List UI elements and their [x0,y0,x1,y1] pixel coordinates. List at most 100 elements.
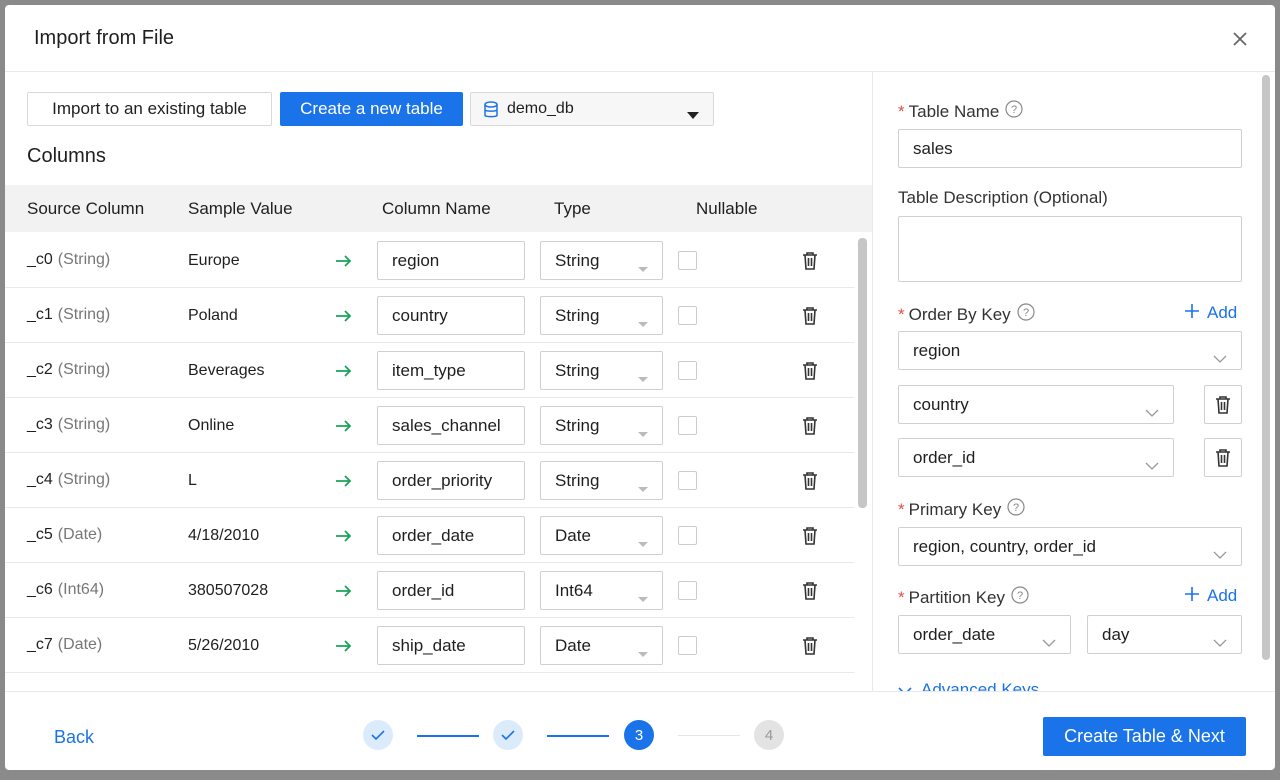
type-caret-svg [638,597,648,602]
nullable-checkbox[interactable] [678,306,697,325]
svg-text:?: ? [1017,590,1023,602]
delete-button[interactable] [801,526,819,551]
delete-button-svg [803,362,817,380]
type-select[interactable]: Date [540,626,663,665]
advanced-chevron [898,680,912,691]
column-name-input[interactable]: region [377,241,525,280]
existing-table-button[interactable]: Import to an existing table [27,92,272,126]
help-icon: ? [1007,498,1025,521]
column-name-input[interactable]: sales_channel [377,406,525,445]
type-caret-svg [638,487,648,492]
source-column: _c5 (Date) [27,526,102,544]
help-icon: ? [1011,586,1029,609]
nullable-checkbox[interactable] [678,251,697,270]
sample-value: Poland [188,307,238,324]
column-name-input[interactable]: order_id [377,571,525,610]
nullable-checkbox[interactable] [678,526,697,545]
mapping-arrow-svg [336,365,352,377]
nullable-checkbox[interactable] [678,361,697,380]
help-icon-svg: ? [1011,586,1029,604]
partition-key-select[interactable]: order_date [898,615,1071,654]
back-button[interactable]: Back [54,727,95,747]
mapping-arrow [336,364,352,382]
select-chevron [1213,544,1227,564]
delete-button[interactable] [801,361,819,386]
column-name-input[interactable]: country [377,296,525,335]
add-button[interactable]: Add [1185,303,1237,323]
order-key-select[interactable]: region [898,331,1242,370]
type-value: String [555,470,600,490]
type-caret [638,533,648,553]
column-name-input[interactable]: ship_date [377,626,525,665]
column-name-input[interactable]: order_date [377,516,525,555]
select-chevron-svg [1213,639,1227,647]
type-value: String [555,360,600,380]
new-table-button[interactable]: Create a new table [280,92,463,126]
source-column: _c7 (Date) [27,636,102,654]
sample-value: Online [188,417,235,434]
delete-button[interactable] [801,251,819,276]
add-button[interactable]: Add [1185,586,1237,606]
type-select[interactable]: String [540,296,663,335]
column-header: Column Name [382,199,491,218]
source-name: _c3 [27,416,53,433]
svg-text:?: ? [1011,104,1017,116]
source-column: _c3 (String) [27,416,110,434]
nullable-checkbox[interactable] [678,416,697,435]
source-column: _c4 (String) [27,471,110,489]
delete-button[interactable] [801,471,819,496]
select-chevron-svg [1145,409,1159,417]
nullable-checkbox[interactable] [678,471,697,490]
type-select[interactable]: String [540,406,663,445]
order-key-select[interactable]: order_id [898,438,1174,477]
type-select[interactable]: String [540,461,663,500]
type-caret [638,478,648,498]
mapping-arrow [336,639,352,657]
type-select[interactable]: String [540,351,663,390]
delete-button[interactable] [801,636,819,661]
field-label: Table Name? [898,100,1023,123]
type-caret [638,423,648,443]
dropdown-caret [687,107,699,125]
advanced-keys-toggle[interactable]: Advanced Keys [898,680,1039,691]
delete-key-button[interactable] [1204,385,1242,424]
table-header [5,185,872,232]
type-select[interactable]: Date [540,516,663,555]
partition-key-select-value: order_date [913,624,996,644]
plus-icon [1185,303,1199,323]
partition-key-select[interactable]: day [1087,615,1242,654]
footer: Back 3 4 Create Table & Next [5,691,1275,770]
divider [872,72,873,691]
primary-key-select[interactable]: region, country, order_id [898,527,1242,566]
trash-icon-svg [1216,396,1230,414]
svg-text:?: ? [1013,502,1019,514]
table-body: _c0 (String) Europe region String _c1 (String)… [5,233,854,691]
source-column: _c2 (String) [27,361,110,379]
mapping-arrow [336,584,352,602]
type-select[interactable]: String [540,241,663,280]
source-type: (Date) [57,526,103,543]
column-name-input[interactable]: item_type [377,351,525,390]
help-icon: ? [1017,303,1035,326]
delete-button[interactable] [801,581,819,606]
field-label: Order By Key? [898,303,1035,326]
select-chevron [1145,455,1159,475]
next-button[interactable]: Create Table & Next [1043,717,1246,756]
field-label-text: Order By Key [908,304,1011,324]
delete-button[interactable] [801,416,819,441]
plus-icon [1185,586,1199,606]
column-name-input[interactable]: order_priority [377,461,525,500]
order-key-select[interactable]: country [898,385,1174,424]
delete-button-svg [803,582,817,600]
type-select[interactable]: Int64 [540,571,663,610]
table-name-input[interactable]: sales [898,129,1242,168]
table-row: _c3 (String) Online sales_channel String [5,398,854,453]
nullable-checkbox[interactable] [678,581,697,600]
description-input[interactable] [898,216,1242,282]
close-button[interactable] [1232,31,1248,47]
delete-button[interactable] [801,306,819,331]
delete-key-button[interactable] [1204,438,1242,477]
nullable-checkbox[interactable] [678,636,697,655]
database-select[interactable]: demo_db [470,92,714,126]
table-row: _c2 (String) Beverages item_type String [5,343,854,398]
